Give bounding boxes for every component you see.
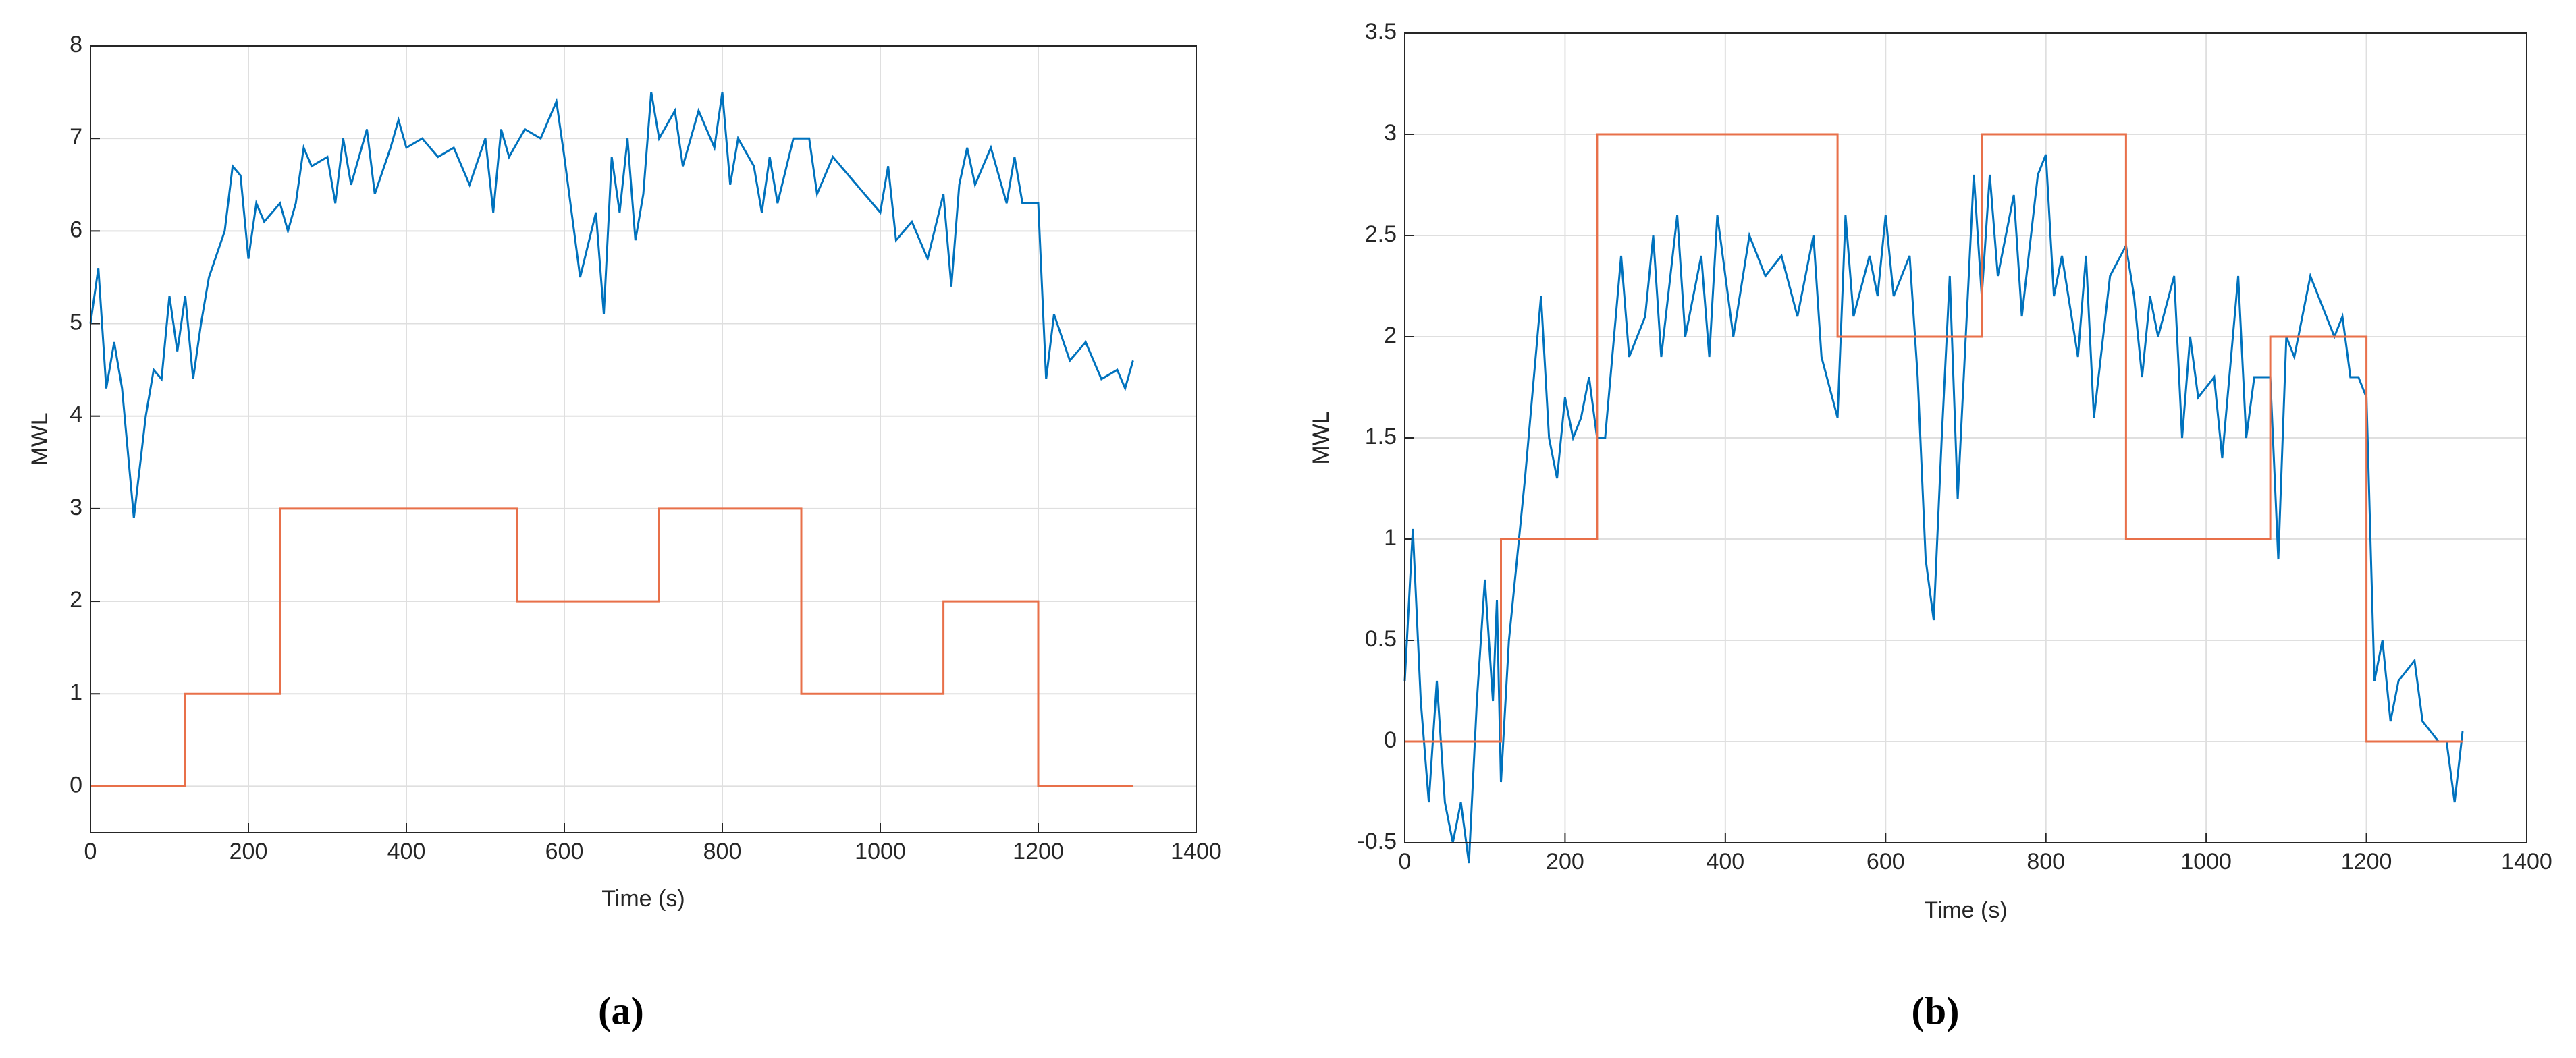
y-tick-label: 3	[1384, 120, 1397, 146]
data-line	[1405, 133, 2463, 743]
data-line	[1403, 154, 2464, 864]
y-tick-label: 6	[70, 217, 82, 242]
y-tick-label: 1	[1384, 525, 1397, 551]
x-tick-label: 1200	[1013, 839, 1064, 864]
y-tick-label: 0	[1384, 727, 1397, 753]
data-line	[90, 507, 1133, 787]
y-tick-label: 0.5	[1365, 626, 1397, 652]
data-line	[89, 92, 1134, 518]
y-axis-label: MWL	[1308, 411, 1334, 464]
y-tick-label: 5	[70, 310, 82, 335]
x-tick-label: 1400	[2501, 849, 2552, 874]
y-tick-label: 0	[70, 772, 82, 798]
x-tick-label: 1000	[855, 839, 906, 864]
y-tick-label: 1	[70, 679, 82, 705]
y-tick-label: 3.5	[1365, 19, 1397, 45]
plot-frame	[1404, 32, 2527, 843]
plot-area	[90, 46, 1196, 833]
x-tick-label: 1200	[2341, 849, 2392, 874]
x-tick-label: 200	[230, 839, 268, 864]
y-tick-label: 2	[70, 587, 82, 613]
x-tick-label: 0	[1399, 849, 1412, 874]
x-tick-label: 0	[84, 839, 97, 864]
caption: (b)	[1912, 989, 1960, 1032]
y-tick-label: 2	[1384, 323, 1397, 348]
x-tick-label: 800	[703, 839, 742, 864]
caption: (a)	[598, 989, 644, 1032]
plot-frame	[90, 45, 1197, 833]
y-tick-label: -0.5	[1357, 829, 1397, 854]
y-tick-label: 3	[70, 495, 82, 520]
x-tick-label: 600	[545, 839, 584, 864]
x-axis-label: Time (s)	[1924, 897, 2007, 923]
y-tick-label: 7	[70, 124, 82, 150]
x-axis-label: Time (s)	[601, 886, 685, 912]
x-tick-label: 400	[1706, 849, 1744, 874]
x-tick-label: 800	[2027, 849, 2065, 874]
y-tick-label: 8	[70, 32, 82, 57]
x-tick-label: 400	[387, 839, 426, 864]
y-tick-label: 1.5	[1365, 424, 1397, 449]
x-tick-label: 1000	[2180, 849, 2232, 874]
y-axis-label: MWL	[27, 412, 53, 466]
x-tick-label: 200	[1546, 849, 1584, 874]
y-tick-label: 2.5	[1365, 221, 1397, 247]
x-tick-label: 1400	[1171, 839, 1222, 864]
y-tick-label: 4	[70, 402, 82, 428]
x-tick-label: 600	[1867, 849, 1905, 874]
